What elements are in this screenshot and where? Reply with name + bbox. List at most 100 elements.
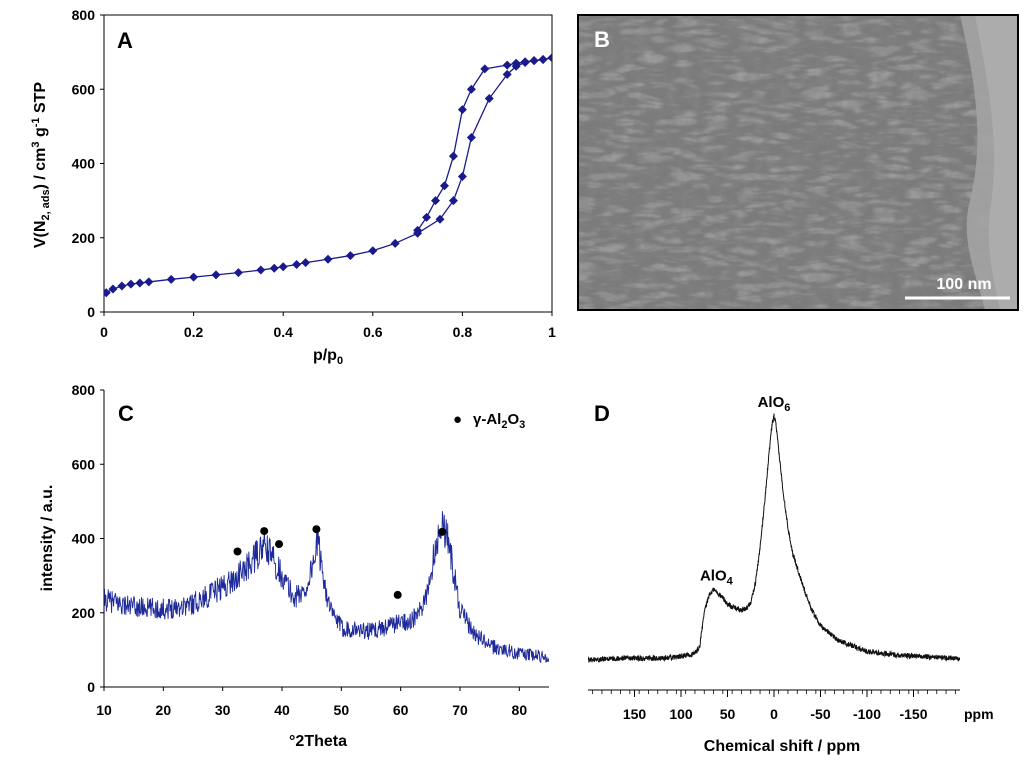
a-desorption-point bbox=[511, 58, 521, 68]
c-x-tick-label: 80 bbox=[512, 702, 528, 718]
a-y-tick-label: 600 bbox=[72, 81, 96, 97]
panel-a-y-axis-label: V(N2, ads) / cm3 g-1 STP bbox=[30, 82, 52, 249]
a-adsorption-point bbox=[368, 246, 378, 256]
c-x-tick-label: 10 bbox=[96, 702, 112, 718]
a-desorption-point bbox=[431, 196, 441, 206]
panel-d-x-axis-label: Chemical shift / ppm bbox=[704, 738, 860, 755]
panel-c-letter: C bbox=[118, 401, 134, 426]
panel-c-plot-area bbox=[104, 511, 549, 664]
panel-c-y-ticks: 0 200 400 600 800 bbox=[72, 382, 104, 695]
a-adsorption-point bbox=[233, 268, 243, 278]
c-x-tick-label: 60 bbox=[393, 702, 409, 718]
panel-a-x-ticks: 0 0.2 0.4 0.6 0.8 1 bbox=[100, 312, 556, 340]
a-x-tick-label: 0.2 bbox=[184, 324, 204, 340]
a-adsorption-point bbox=[117, 281, 127, 291]
a-desorption-point bbox=[538, 55, 548, 65]
d-x-tick-label: 150 bbox=[623, 706, 647, 722]
panel-a-y-ticks: 0 200 400 600 800 bbox=[72, 7, 104, 320]
panel-d-plot-area bbox=[588, 413, 960, 663]
panel-b-letter: B bbox=[594, 27, 610, 52]
a-desorption-point bbox=[413, 225, 423, 235]
scale-bar-label: 100 nm bbox=[936, 276, 991, 293]
a-desorption-point bbox=[466, 84, 476, 94]
c-gamma-alumina-reflection-marker bbox=[275, 540, 284, 549]
a-adsorption-point bbox=[457, 171, 467, 181]
c-x-tick-label: 70 bbox=[452, 702, 468, 718]
a-adsorption-point bbox=[278, 262, 288, 272]
a-desorption-point bbox=[529, 56, 539, 66]
a-x-tick-label: 0.4 bbox=[273, 324, 293, 340]
c-x-tick-label: 30 bbox=[215, 702, 231, 718]
c-gamma-alumina-reflection-marker bbox=[312, 525, 321, 534]
a-adsorption-point bbox=[323, 254, 333, 264]
a-adsorption-point bbox=[292, 259, 302, 269]
d-peak-annotation: AlO4 bbox=[700, 568, 734, 588]
panel-a-plot-area bbox=[104, 53, 552, 298]
d-x-tick-label: -150 bbox=[899, 706, 927, 722]
c-x-tick-label: 40 bbox=[274, 702, 290, 718]
panel-a: 0 200 400 600 800 0 0.2 0.4 0.6 0.8 1 A V(N2, ads… bbox=[30, 7, 556, 367]
d-x-tick-label: 0 bbox=[770, 706, 778, 722]
c-gamma-alumina-reflection-marker bbox=[438, 527, 447, 536]
panel-b-frame bbox=[577, 14, 1019, 311]
d-x-tick-label: 100 bbox=[669, 706, 693, 722]
panel-c-legend-label: γ-Al2O3 bbox=[473, 411, 525, 431]
panel-a-x-axis-label: p/p0 bbox=[313, 347, 343, 367]
a-desorption-point bbox=[422, 212, 432, 222]
a-desorption-point bbox=[457, 105, 467, 115]
d-x-tick-label: -100 bbox=[853, 706, 881, 722]
a-adsorption-point bbox=[466, 133, 476, 143]
a-adsorption-point bbox=[502, 69, 512, 79]
a-adsorption-point bbox=[126, 279, 136, 289]
c-y-tick-label: 400 bbox=[72, 531, 96, 547]
panel-c-reflection-markers bbox=[233, 525, 447, 599]
panel-d-x-ticks: 150 100 50 0 -50 -100 -150 bbox=[623, 690, 928, 722]
c-gamma-alumina-reflection-marker bbox=[233, 547, 242, 556]
a-adsorption-point bbox=[484, 94, 494, 104]
a-adsorption-point bbox=[135, 278, 145, 288]
a-y-tick-label: 400 bbox=[72, 156, 96, 172]
a-adsorption-point bbox=[269, 263, 279, 273]
a-x-tick-label: 0.8 bbox=[453, 324, 473, 340]
d-peak-annotation: AlO6 bbox=[758, 394, 791, 414]
tem-micrograph bbox=[578, 15, 1018, 310]
a-adsorption-point bbox=[448, 196, 458, 206]
a-adsorption-point bbox=[144, 277, 154, 287]
panel-a-letter: A bbox=[117, 28, 133, 53]
a-x-tick-label: 1 bbox=[548, 324, 556, 340]
d-nmr-spectrum-line bbox=[588, 413, 960, 663]
c-y-tick-label: 200 bbox=[72, 605, 96, 621]
a-desorption-point bbox=[547, 53, 552, 63]
panel-c-x-ticks: 10 20 30 40 50 60 70 80 bbox=[96, 687, 527, 718]
panel-c-y-axis-label: intensity / a.u. bbox=[39, 485, 56, 592]
panel-c: 0 200 400 600 800 10 20 30 40 50 60 70 80 C ● γ-Al2… bbox=[39, 382, 549, 750]
c-y-tick-label: 0 bbox=[87, 679, 95, 695]
panel-d-letter: D bbox=[594, 401, 610, 426]
a-adsorption-point bbox=[189, 272, 199, 282]
a-desorption-point bbox=[502, 60, 512, 70]
a-adsorption-point bbox=[211, 270, 221, 280]
a-x-tick-label: 0.6 bbox=[363, 324, 383, 340]
c-y-tick-label: 800 bbox=[72, 382, 96, 398]
a-x-tick-label: 0 bbox=[100, 324, 108, 340]
a-adsorption-point bbox=[435, 214, 445, 224]
d-x-tick-label: 50 bbox=[720, 706, 736, 722]
a-desorption-point bbox=[448, 151, 458, 161]
a-desorption-point bbox=[439, 181, 449, 191]
a-adsorption-point bbox=[301, 258, 311, 268]
a-y-tick-label: 200 bbox=[72, 230, 96, 246]
panel-c-legend-marker: ● bbox=[453, 411, 462, 428]
a-desorption-point bbox=[520, 57, 530, 67]
panel-c-x-axis-label: °2Theta bbox=[289, 733, 347, 750]
a-adsorption-point bbox=[104, 288, 111, 298]
a-adsorption-point bbox=[256, 265, 266, 275]
a-adsorption-point bbox=[390, 238, 400, 248]
panel-d-x-unit-label: ppm bbox=[964, 706, 994, 722]
panel-d-annotations: AlO6 AlO4 bbox=[700, 394, 790, 588]
panel-d: 150 100 50 0 -50 -100 -150 D ppm Chemical shif… bbox=[588, 394, 994, 755]
c-gamma-alumina-reflection-marker bbox=[393, 590, 402, 599]
c-x-tick-label: 20 bbox=[156, 702, 172, 718]
a-adsorption-point bbox=[166, 274, 176, 284]
d-x-tick-label: -50 bbox=[810, 706, 830, 722]
